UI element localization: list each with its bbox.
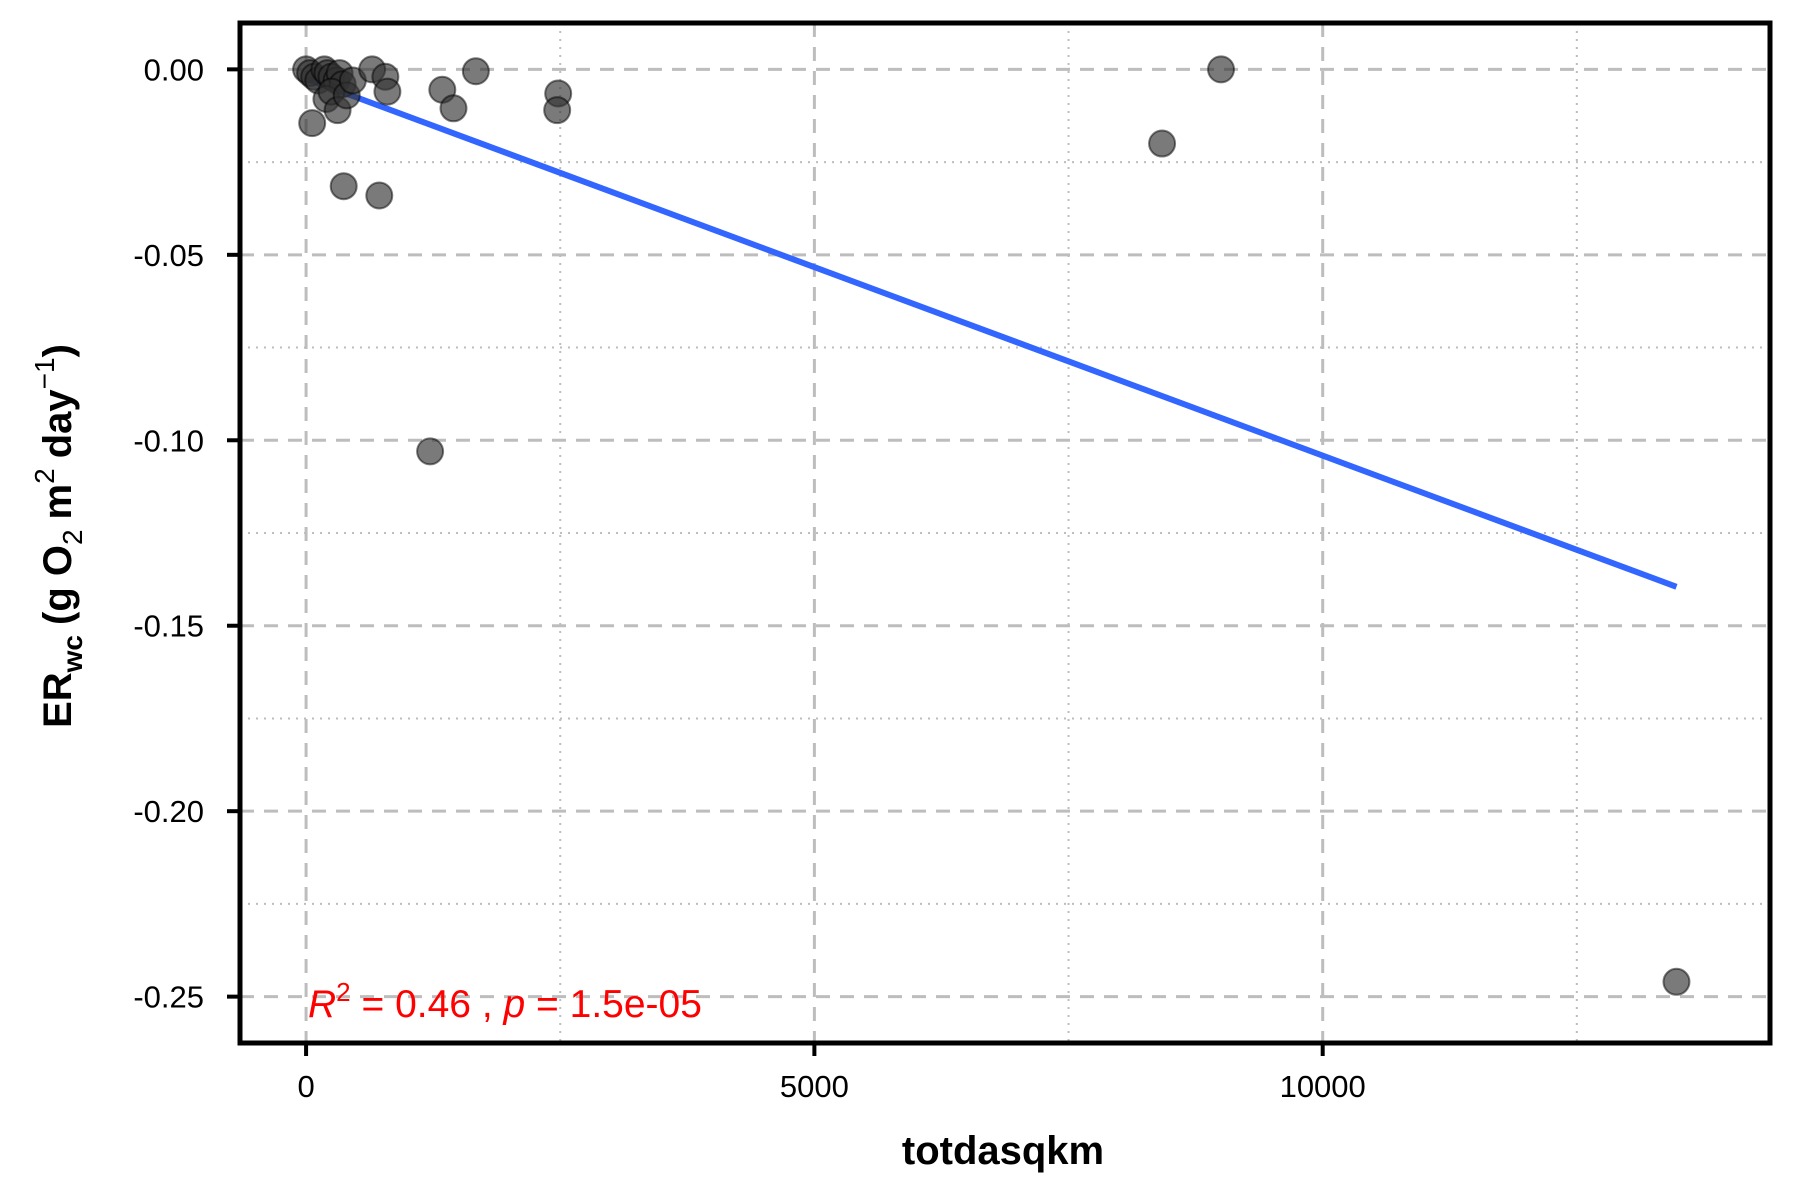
y-axis-title: ERwc(g O2m2day−1) <box>29 344 88 728</box>
data-point <box>1662 967 1691 996</box>
x-tick-label: 10000 <box>1280 1069 1366 1104</box>
y-tick-label: -0.20 <box>133 794 204 829</box>
y-title-day: day <box>36 389 80 459</box>
y-title-m-superscript: 2 <box>29 468 60 484</box>
p-value-label: p <box>503 983 526 1026</box>
y-title-units-open: (g O <box>36 545 80 625</box>
r-squared-label: R <box>308 983 336 1026</box>
y-title-main: ER <box>36 672 80 728</box>
data-point <box>365 181 394 210</box>
y-tick-label: -0.05 <box>133 238 204 273</box>
y-title-day-superscript: −1 <box>29 357 60 389</box>
y-axis-ticks: 0.00 -0.05 -0.10 -0.15 -0.20 -0.25 <box>133 52 240 1015</box>
x-tick-label: 0 <box>297 1069 314 1104</box>
y-tick-label: -0.15 <box>133 609 204 644</box>
data-point <box>461 57 490 86</box>
trend-line <box>305 75 1678 590</box>
data-points <box>292 55 1691 996</box>
y-title-units-close: ) <box>36 344 80 357</box>
regression-annotation: R2 = 0.46 , p = 1.5e-05 <box>308 977 702 1026</box>
y-tick-label: -0.10 <box>133 423 204 458</box>
r-squared-superscript: 2 <box>336 977 350 1007</box>
major-gridlines <box>240 23 1770 1043</box>
data-point <box>543 96 572 125</box>
data-point <box>329 172 358 201</box>
y-title-subscript: wc <box>57 635 88 673</box>
data-point <box>439 94 468 123</box>
data-point <box>1207 55 1236 84</box>
minor-gridlines <box>240 23 1770 1043</box>
data-point <box>298 109 327 138</box>
data-point <box>416 437 445 466</box>
y-title-m: m <box>36 484 80 520</box>
y-tick-label: 0.00 <box>144 52 204 87</box>
y-title-o2-subscript: 2 <box>57 529 88 545</box>
x-axis-title: totdasqkm <box>902 1129 1104 1173</box>
y-tick-label: -0.25 <box>133 980 204 1015</box>
p-value-value: = 1.5e-05 <box>525 983 702 1026</box>
r-squared-value: = 0.46 , <box>351 983 504 1026</box>
x-axis-ticks: 0 5000 10000 <box>297 1043 1366 1104</box>
data-point <box>373 77 402 106</box>
x-tick-label: 5000 <box>780 1069 849 1104</box>
data-point <box>1148 129 1177 158</box>
panel-border <box>237 20 1773 1046</box>
